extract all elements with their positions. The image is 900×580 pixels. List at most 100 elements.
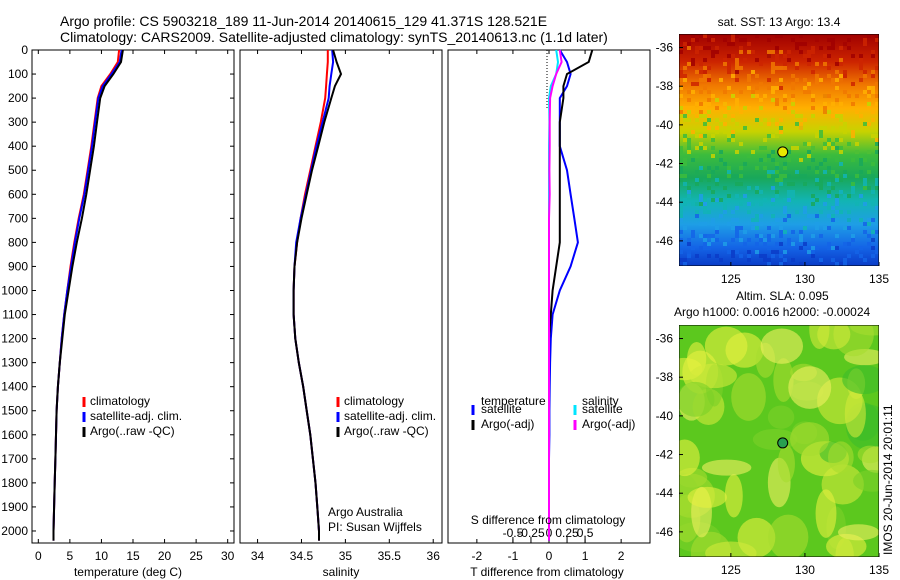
- sst-pixel: [799, 114, 803, 118]
- sst-pixel: [831, 82, 835, 86]
- sst-pixel: [779, 242, 783, 246]
- sst-pixel: [859, 218, 863, 222]
- sst-pixel: [827, 206, 831, 210]
- temperature-legend: climatology satellite-adj. clim. Argo(..…: [82, 394, 182, 438]
- sst-pixel: [827, 242, 831, 246]
- sst-pixel: [699, 234, 703, 238]
- sst-pixel: [707, 78, 711, 82]
- sst-pixel: [847, 226, 851, 230]
- sst-pixel: [823, 62, 827, 66]
- sst-pixel: [691, 158, 695, 162]
- sst-pixel: [711, 190, 715, 194]
- lat-tick-label: -36: [656, 41, 674, 55]
- sst-pixel: [871, 218, 875, 222]
- sla-blob: [788, 366, 832, 409]
- profile-line-4: [548, 49, 563, 541]
- sst-pixel: [771, 62, 775, 66]
- sst-pixel: [815, 226, 819, 230]
- sst-pixel: [835, 198, 839, 202]
- sst-pixel: [843, 242, 847, 246]
- sst-pixel: [827, 154, 831, 158]
- sst-pixel: [739, 66, 743, 70]
- sst-pixel: [819, 258, 823, 262]
- sst-pixel: [819, 130, 823, 134]
- lat-tick-label: -44: [656, 486, 674, 500]
- sst-pixel: [823, 142, 827, 146]
- credit-line1: Argo Australia: [328, 505, 403, 519]
- sst-pixel: [811, 246, 815, 250]
- y-tick-label: 1500: [1, 404, 28, 418]
- sst-pixel: [815, 182, 819, 186]
- y-tick-label: 1800: [1, 476, 28, 490]
- sst-pixel: [679, 206, 683, 210]
- legend-label-s-argo: Argo(-adj): [582, 417, 635, 431]
- sst-pixel: [771, 214, 775, 218]
- sst-pixel: [779, 230, 783, 234]
- sst-pixel: [755, 250, 759, 254]
- sst-pixel: [695, 82, 699, 86]
- sst-pixel: [783, 218, 787, 222]
- sst-pixel: [847, 218, 851, 222]
- sst-pixel: [779, 78, 783, 82]
- sst-pixel: [855, 150, 859, 154]
- sst-pixel: [719, 198, 723, 202]
- sst-pixel: [735, 98, 739, 102]
- sla-blob: [828, 441, 854, 474]
- sst-pixel: [743, 38, 747, 42]
- sst-pixel: [731, 74, 735, 78]
- sst-pixel: [827, 246, 831, 250]
- sla-blob: [725, 332, 764, 368]
- sst-pixel: [731, 38, 735, 42]
- sst-pixel: [699, 222, 703, 226]
- sst-pixel: [799, 230, 803, 234]
- sst-pixel: [823, 54, 827, 58]
- sst-pixel: [839, 138, 843, 142]
- sst-pixel: [715, 254, 719, 258]
- sst-pixel: [723, 206, 727, 210]
- sst-pixel: [747, 106, 751, 110]
- legend-label-sat: satellite-adj. clim.: [344, 409, 436, 423]
- sst-pixel: [791, 98, 795, 102]
- y-tick-label: 600: [8, 187, 28, 201]
- sst-pixel: [699, 142, 703, 146]
- sst-pixel: [827, 74, 831, 78]
- sst-pixel: [867, 34, 871, 38]
- sst-pixel: [771, 158, 775, 162]
- sst-pixel: [835, 202, 839, 206]
- sla-lon-tick-labels: 125 130 135: [721, 553, 889, 577]
- lat-tick-label: -38: [656, 370, 674, 384]
- sst-pixel: [735, 174, 739, 178]
- sst-pixel: [699, 146, 703, 150]
- sst-pixel: [739, 182, 743, 186]
- sst-pixel: [687, 110, 691, 114]
- sst-pixel: [775, 242, 779, 246]
- sst-pixel: [871, 202, 875, 206]
- sst-pixel: [867, 150, 871, 154]
- sla-blob: [837, 524, 879, 541]
- sst-pixel: [735, 66, 739, 70]
- sst-pixel: [867, 242, 871, 246]
- sst-pixel: [703, 78, 707, 82]
- sst-pixel: [779, 86, 783, 90]
- sst-pixel: [803, 174, 807, 178]
- sst-pixel: [759, 222, 763, 226]
- sst-pixel: [867, 122, 871, 126]
- sst-pixel: [711, 218, 715, 222]
- sst-pixel: [771, 90, 775, 94]
- sla-blob: [853, 469, 879, 492]
- sst-pixel: [807, 154, 811, 158]
- sst-pixel: [863, 38, 867, 42]
- sst-pixel: [807, 214, 811, 218]
- header-line2: Climatology: CARS2009. Satellite-adjuste…: [60, 29, 608, 45]
- sst-pixel: [783, 106, 787, 110]
- sst-pixel: [763, 138, 767, 142]
- sst-pixel: [851, 190, 855, 194]
- sst-pixel: [755, 186, 759, 190]
- sst-pixel: [703, 134, 707, 138]
- sst-pixel: [711, 50, 715, 54]
- sst-pixel: [763, 238, 767, 242]
- sst-pixel: [783, 206, 787, 210]
- sst-pixel: [795, 146, 799, 150]
- sst-pixel: [715, 126, 719, 130]
- sst-pixel: [787, 182, 791, 186]
